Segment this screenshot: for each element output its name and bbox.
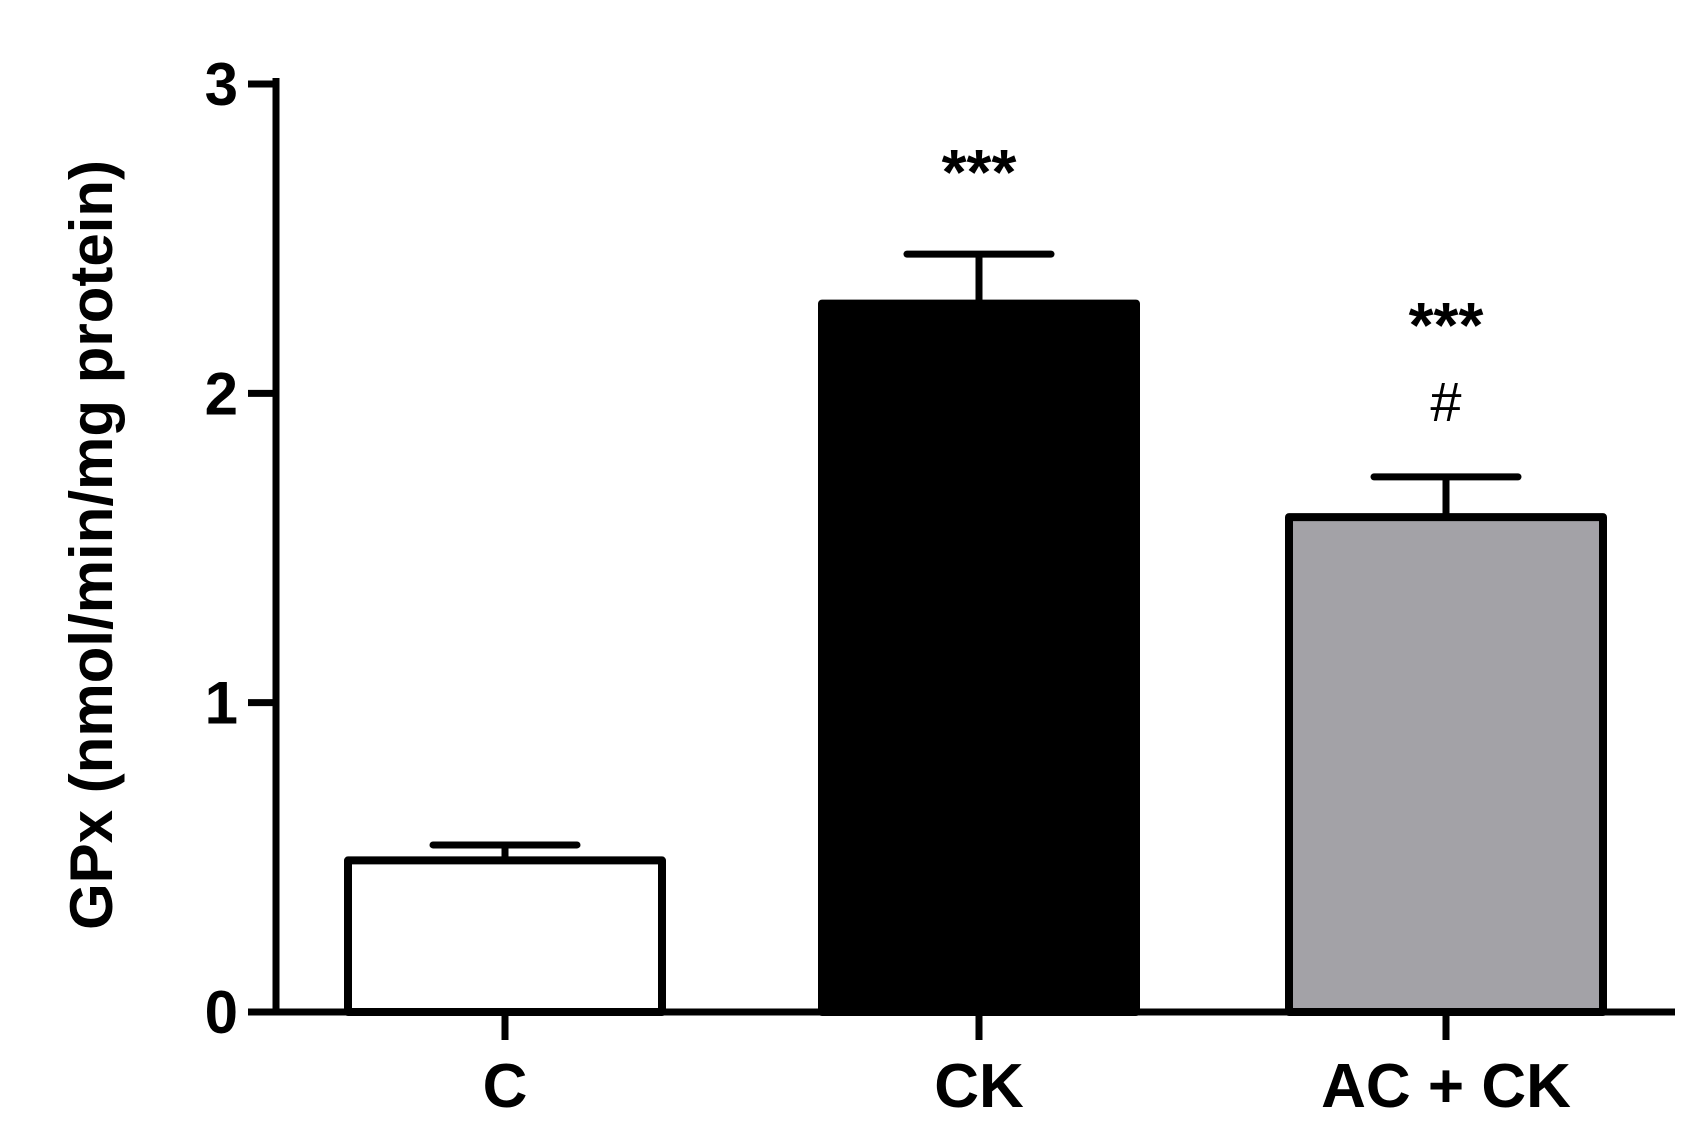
bars-layer — [344, 250, 1607, 1017]
bar-c — [344, 856, 666, 1017]
ticks-layer: 0 1 2 3 C CK AC + CK *** *** # — [205, 51, 1571, 1121]
y-tick-label-0: 0 — [205, 979, 238, 1046]
x-tick-label-ac-ck: AC + CK — [1321, 1052, 1571, 1121]
axes-layer — [250, 78, 1675, 1016]
y-tick-label-3: 3 — [205, 51, 238, 118]
bar-ck — [818, 299, 1140, 1017]
x-tick-label-ck: CK — [934, 1052, 1024, 1121]
y-axis-label: GPx (nmol/min/mg protein) — [58, 160, 125, 930]
bar-ac-ck — [1285, 513, 1607, 1016]
annotation-ac-ck-hash: # — [1430, 370, 1461, 433]
y-tick-label-2: 2 — [205, 360, 238, 427]
annotation-ac-ck-stars: *** — [1409, 289, 1484, 361]
y-tick-label-1: 1 — [205, 670, 238, 737]
annotation-ck-stars: *** — [942, 136, 1017, 208]
x-tick-label-c: C — [483, 1052, 528, 1121]
